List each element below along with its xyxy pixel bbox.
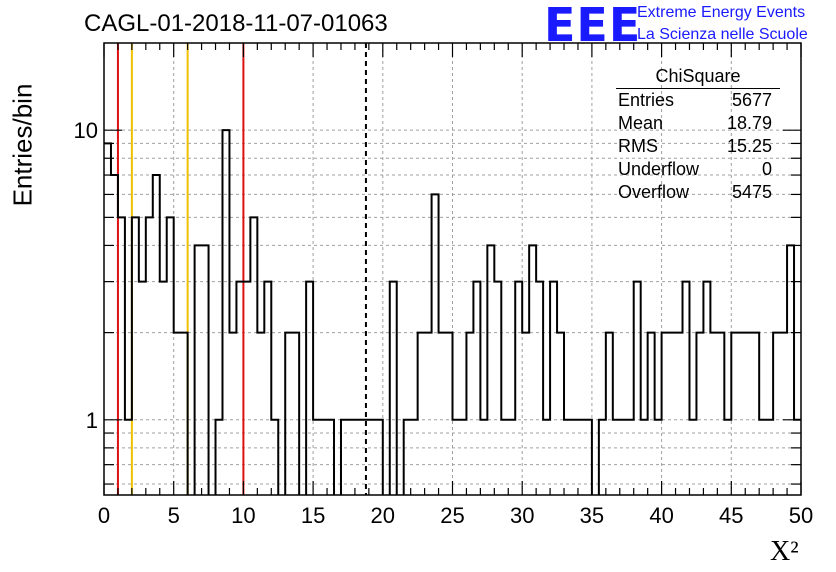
org-name-line2: La Scienza nelle Scuole <box>637 26 808 43</box>
stat-label: Underflow <box>618 159 700 179</box>
stat-row-underflow: Underflow 0 <box>612 158 780 181</box>
chart-title: CAGL-01-2018-11-07-01063 <box>84 10 388 37</box>
x-tick-label: 20 <box>371 503 395 528</box>
x-tick-label: 10 <box>231 503 255 528</box>
stat-row-entries: Entries 5677 <box>612 89 780 112</box>
stats-box: ChiSquare Entries 5677 Mean 18.79 RMS 15… <box>612 64 780 204</box>
x-tick-label: 5 <box>168 503 180 528</box>
stat-value: 15.25 <box>726 136 772 156</box>
x-tick-label: 0 <box>98 503 110 528</box>
stat-label: RMS <box>618 136 658 156</box>
x-axis-label: X² <box>770 536 799 567</box>
stat-value: 5677 <box>731 90 772 110</box>
org-name-line1: Extreme Energy Events <box>637 4 806 21</box>
stat-label: Overflow <box>618 182 690 202</box>
stat-value: 18.79 <box>726 113 772 133</box>
x-tick-label: 40 <box>649 503 673 528</box>
x-tick-label: 25 <box>440 503 464 528</box>
y-tick-label: 1 <box>86 408 98 433</box>
stat-value: 0 <box>761 159 772 179</box>
stat-row-rms: RMS 15.25 <box>612 135 780 158</box>
x-tick-label: 50 <box>789 503 813 528</box>
stat-label: Mean <box>618 113 664 133</box>
y-tick-label: 10 <box>74 118 98 143</box>
stat-row-overflow: Overflow 5475 <box>612 181 780 204</box>
stat-row-mean: Mean 18.79 <box>612 112 780 135</box>
stat-value: 5475 <box>731 182 772 202</box>
eee-logo: EEE <box>544 0 642 52</box>
stats-title: ChiSquare <box>616 64 780 89</box>
stat-label: Entries <box>618 90 675 110</box>
y-axis-label: Entries/bin <box>7 83 38 207</box>
y-axis-label-box: Entries/bin <box>6 84 40 207</box>
histogram-line <box>104 129 801 495</box>
x-tick-label: 45 <box>719 503 743 528</box>
x-tick-label: 15 <box>301 503 325 528</box>
x-tick-label: 30 <box>510 503 534 528</box>
x-tick-label: 35 <box>580 503 604 528</box>
